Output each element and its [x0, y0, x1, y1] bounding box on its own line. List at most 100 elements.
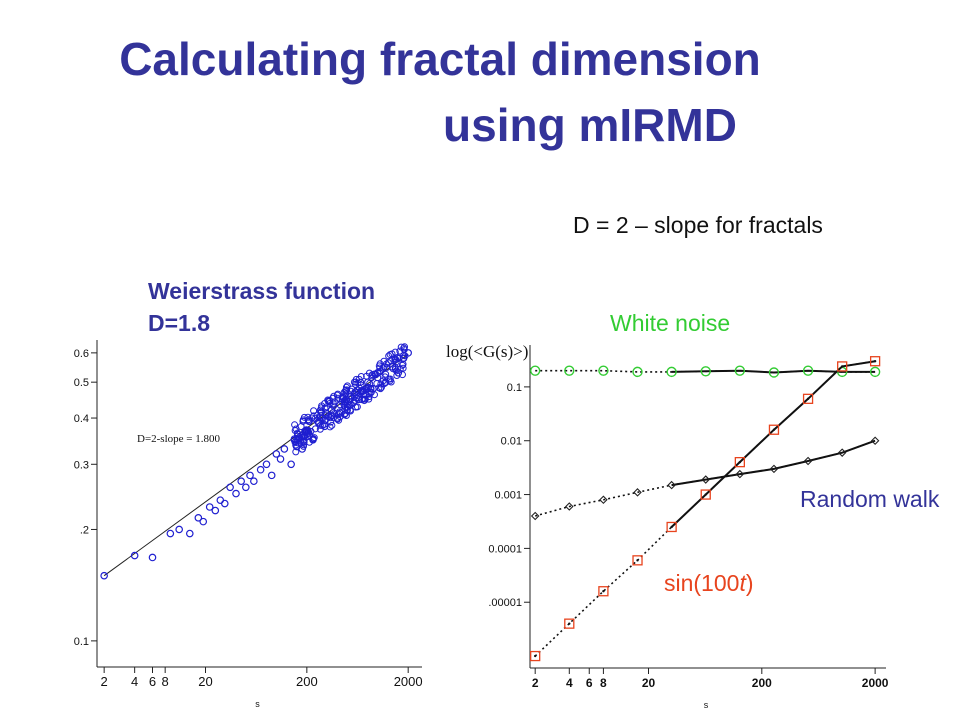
weierstrass-point [291, 421, 299, 429]
right-chart: 2 4 6 8 20 200 2000 s 0.1 0.01 0.001 0.0001 .00001 lo… [446, 342, 889, 710]
weierstrass-point [205, 503, 214, 511]
weierstrass-point [387, 378, 395, 386]
right-y-tick-label: 0.0001 [488, 543, 522, 555]
weierstrass-point [194, 514, 203, 522]
sin-point-dot [772, 428, 776, 431]
random-walk-point [599, 495, 608, 505]
weierstrass-point [305, 429, 313, 437]
weierstrass-point [276, 455, 285, 463]
sin-point [564, 618, 575, 629]
white-noise-point [768, 367, 780, 378]
sin-point-dot [533, 654, 537, 658]
series-solid-white-noise [671, 369, 876, 374]
weierstrass-point [357, 378, 365, 386]
sin-point-dot [670, 525, 673, 529]
weierstrass-point [375, 362, 383, 370]
weierstrass-point [199, 517, 208, 526]
random-walk-point [701, 475, 711, 484]
sin-point [768, 424, 780, 435]
weierstrass-point [398, 361, 406, 369]
sin-point [632, 555, 643, 566]
weierstrass-point [377, 380, 385, 388]
left-y-tick-label: 0.3 [74, 459, 89, 471]
sin-point [598, 586, 609, 597]
random-walk-point [837, 448, 847, 457]
weierstrass-point [318, 422, 326, 430]
weierstrass-point [301, 427, 309, 435]
weierstrass-point [343, 403, 351, 411]
sin-point [666, 521, 677, 533]
right-x-tick-label: 2000 [862, 676, 889, 690]
sin-point-dot [568, 622, 571, 625]
fractal-dimension-formula: D = 2 – slope for fractals [573, 212, 823, 238]
random-walk-point [565, 502, 574, 511]
sin-label-pre: sin(100 [664, 570, 740, 596]
sin-point [734, 456, 745, 468]
sin-point [700, 489, 711, 500]
weierstrass-point [401, 343, 409, 351]
weierstrass-point [334, 410, 342, 418]
sin-point-dot [873, 360, 877, 363]
weierstrass-point [293, 432, 301, 440]
series-solid-sin-100t- [670, 360, 876, 528]
weierstrass-point [148, 553, 157, 562]
left-y-tick-label: 0.6 [74, 348, 89, 360]
weierstrass-point [220, 499, 229, 508]
weierstrass-point [319, 414, 327, 422]
sin-point [530, 650, 541, 662]
right-x-tick-label: 20 [642, 676, 656, 690]
sin-label: sin(100t) [664, 570, 754, 597]
weierstrass-label: Weierstrass function D=1.8 [148, 278, 376, 336]
weierstrass-point [246, 471, 254, 480]
left-y-tick-label: .2 [80, 524, 89, 536]
weierstrass-point [305, 418, 313, 426]
right-y-label: log(<G(s)>) [446, 342, 528, 361]
sin-label-post: ) [745, 570, 754, 596]
random-walk-point [870, 436, 880, 446]
weierstrass-point [330, 400, 338, 408]
weierstrass-point [373, 380, 381, 388]
weierstrass-point [385, 352, 393, 360]
white-noise-point [666, 366, 677, 378]
series-line-sin-100t- [534, 360, 876, 657]
sin-point-dot [636, 559, 639, 562]
right-y-tick-label: 0.01 [501, 436, 522, 448]
slide-title-line1: Calculating fractal dimension [119, 33, 761, 85]
white-noise-point [564, 365, 575, 376]
white-noise-point [869, 366, 881, 378]
weierstrass-point [382, 370, 390, 378]
weierstrass-point [349, 399, 357, 407]
sin-point [802, 393, 814, 404]
random-walk-point [769, 464, 779, 474]
left-y-tick-label: 0.4 [74, 413, 89, 425]
weierstrass-point [343, 406, 351, 414]
weierstrass-point [328, 421, 336, 429]
random-walk-point [735, 469, 745, 479]
weierstrass-point [367, 384, 375, 392]
white-noise-point [734, 365, 746, 376]
weierstrass-point [242, 483, 250, 492]
right-x-tick-label: 2 [532, 676, 539, 690]
left-x-label: s [255, 699, 260, 709]
weierstrass-point [338, 408, 346, 416]
weierstrass-point [262, 460, 271, 469]
weierstrass-point [326, 423, 334, 431]
weierstrass-point [280, 445, 289, 453]
weierstrass-point [383, 360, 391, 368]
sin-point-dot [738, 460, 742, 464]
weierstrass-point [292, 448, 300, 456]
weierstrass-point [250, 477, 258, 486]
right-x-label: s [704, 700, 709, 710]
sin-point-dot [806, 397, 810, 401]
series-line-random-walk [534, 439, 876, 517]
weierstrass-point [328, 412, 336, 420]
weierstrass-point [211, 506, 220, 515]
right-y-tick-label: .00001 [488, 597, 522, 609]
weierstrass-point [386, 377, 394, 385]
white-noise-point [700, 366, 711, 377]
weierstrass-point [341, 387, 349, 395]
weierstrass-point [294, 430, 302, 438]
right-x-tick-label: 4 [566, 676, 573, 690]
weierstrass-point [130, 551, 139, 560]
sin-point-dot [840, 365, 844, 368]
